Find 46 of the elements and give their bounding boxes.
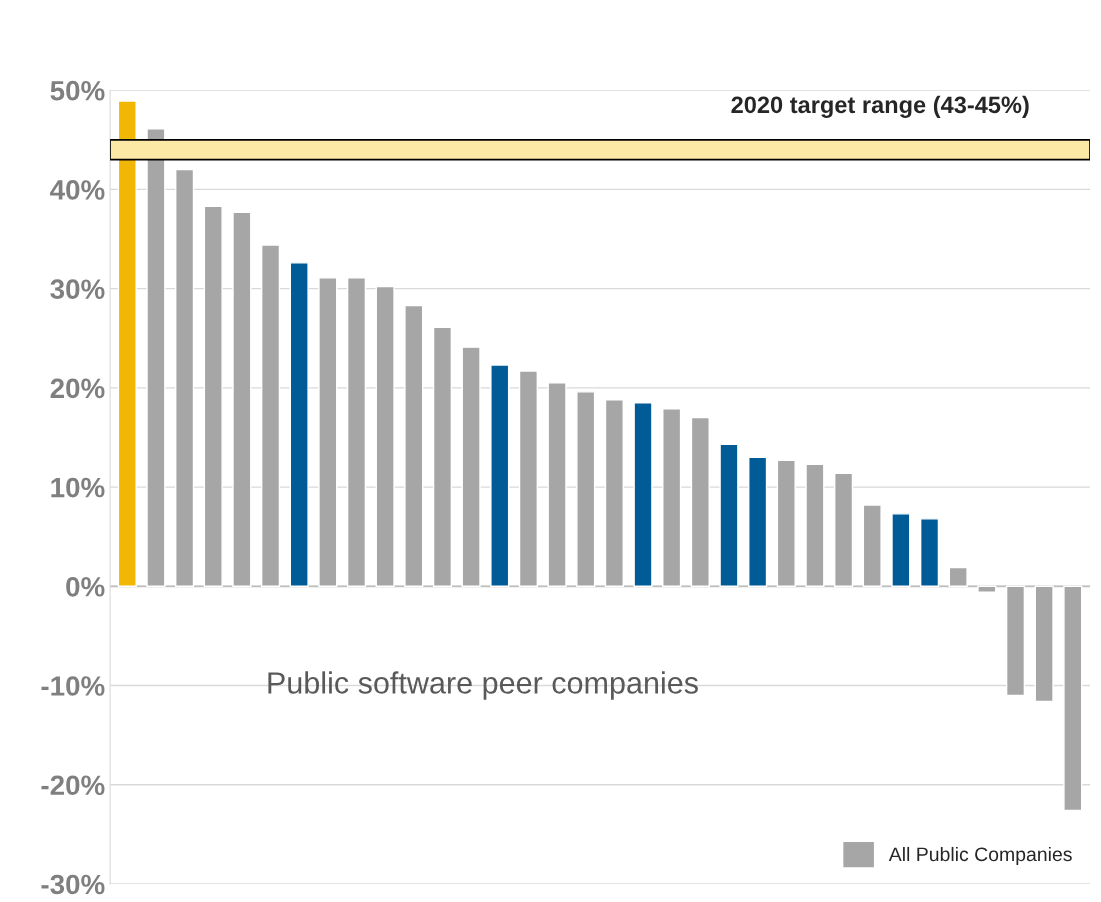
bar xyxy=(719,443,739,587)
bar xyxy=(977,585,997,593)
bar xyxy=(232,211,252,587)
bar xyxy=(432,326,453,587)
y-tick-label: -20% xyxy=(41,775,105,796)
y-tick-label: 10% xyxy=(51,477,105,498)
bar xyxy=(633,402,653,587)
bar xyxy=(260,244,281,587)
bar xyxy=(948,566,968,587)
y-tick-label: 50% xyxy=(50,80,105,101)
y-tick-label: 20% xyxy=(50,378,105,399)
legend-label: All Public Companies xyxy=(888,846,1072,866)
bar xyxy=(805,463,825,587)
bar xyxy=(490,364,510,587)
bar xyxy=(604,399,624,587)
bar xyxy=(1034,585,1054,703)
bar xyxy=(891,513,911,587)
bar xyxy=(662,408,682,587)
bar xyxy=(690,416,710,587)
bar xyxy=(175,168,195,587)
bar xyxy=(576,391,596,587)
bar xyxy=(518,370,538,587)
bar xyxy=(776,459,796,587)
bar xyxy=(1063,585,1083,812)
bar xyxy=(404,304,424,587)
band-label: 2020 target range (43-45%) xyxy=(731,95,1029,118)
bar xyxy=(862,504,882,587)
bar xyxy=(547,382,567,587)
bar xyxy=(461,346,481,587)
y-tick-label: 30% xyxy=(50,279,105,300)
annotation: Public software peer companies xyxy=(268,671,698,700)
bar xyxy=(318,277,338,587)
bar xyxy=(919,518,940,587)
bar xyxy=(117,100,137,587)
bar xyxy=(834,472,854,587)
y-tick-label: 0% xyxy=(66,576,105,597)
bar xyxy=(748,456,768,587)
bar xyxy=(375,285,395,587)
y-tick-label: -30% xyxy=(41,874,105,895)
bar xyxy=(1005,585,1026,697)
y-tick-label: -10% xyxy=(41,676,105,696)
bar xyxy=(289,262,309,587)
bar xyxy=(146,128,166,587)
y-tick-label: 40% xyxy=(50,180,105,200)
bar xyxy=(203,205,223,587)
bar xyxy=(346,277,367,587)
